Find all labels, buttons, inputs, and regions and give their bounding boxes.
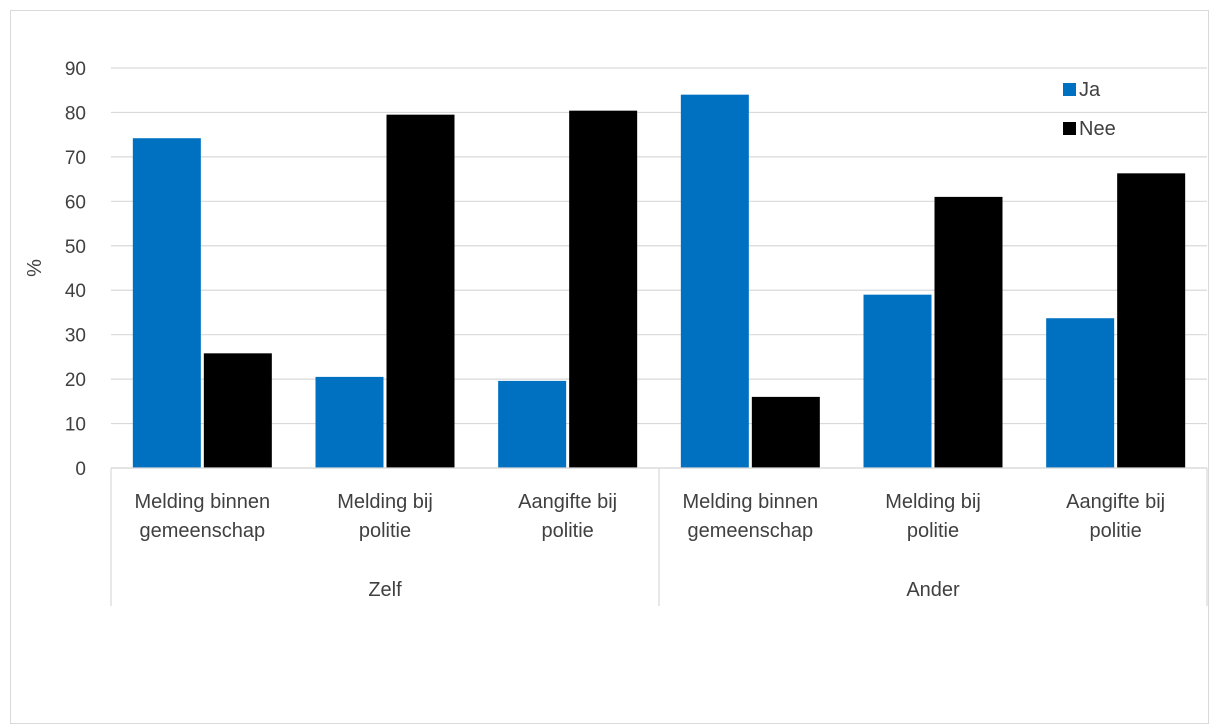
bar-ja-1	[315, 376, 384, 468]
x-category-label: Melding bij	[337, 491, 433, 513]
bar-ja-0	[132, 138, 201, 468]
y-tick-label: 0	[75, 459, 86, 480]
bar-nee-1	[386, 114, 455, 469]
legend-label-ja: Ja	[1079, 79, 1101, 101]
legend-swatch-nee	[1063, 122, 1076, 135]
bar-ja-4	[863, 294, 932, 468]
bar-nee-2	[569, 110, 638, 469]
bar-nee-5	[1117, 173, 1186, 469]
x-category-label: Aangifte bij	[518, 491, 617, 513]
y-tick-label: 50	[65, 237, 86, 258]
x-category-label: gemeenschap	[688, 520, 814, 542]
y-tick-label: 70	[65, 148, 86, 169]
x-category-label: Melding bij	[885, 491, 981, 513]
bar-nee-0	[203, 353, 272, 468]
y-tick-label: 80	[65, 103, 86, 124]
bar-nee-4	[934, 196, 1003, 468]
x-category-label: politie	[907, 520, 959, 542]
y-axis-title: %	[24, 259, 46, 277]
bar-nee-3	[751, 396, 820, 468]
x-category-label: Melding binnen	[683, 491, 819, 513]
y-axis-ticks: 0 10 20 30 40 50 60 70 80 90	[65, 59, 86, 480]
y-tick-label: 30	[65, 326, 86, 347]
x-category-label: politie	[359, 520, 411, 542]
bars	[132, 94, 1186, 469]
bar-ja-2	[498, 380, 567, 468]
chart-frame: 0 10 20 30 40 50 60 70 80 90 Melding binnen gemeen…	[10, 10, 1209, 724]
x-group-label: Zelf	[368, 579, 402, 601]
x-category-label: gemeenschap	[140, 520, 266, 542]
legend-swatch-ja	[1063, 83, 1076, 96]
x-category-label: politie	[542, 520, 594, 542]
y-tick-label: 60	[65, 192, 86, 213]
x-category-label: Melding binnen	[135, 491, 271, 513]
x-category-label: Aangifte bij	[1066, 491, 1165, 513]
y-tick-label: 20	[65, 370, 86, 391]
x-axis: Melding binnen gemeenschap Melding bij poli…	[110, 467, 1208, 606]
y-tick-label: 90	[65, 59, 86, 80]
bar-chart: 0 10 20 30 40 50 60 70 80 90 Melding binnen gemeen…	[24, 59, 1208, 606]
bar-ja-5	[1046, 318, 1115, 468]
x-group-label: Ander	[906, 579, 960, 601]
bar-ja-3	[680, 94, 749, 469]
x-category-label: politie	[1090, 520, 1142, 542]
gridlines	[111, 67, 1207, 469]
y-tick-label: 40	[65, 281, 86, 302]
legend-label-nee: Nee	[1079, 118, 1116, 140]
legend: Ja Nee	[1063, 79, 1116, 140]
y-tick-label: 10	[65, 415, 86, 436]
